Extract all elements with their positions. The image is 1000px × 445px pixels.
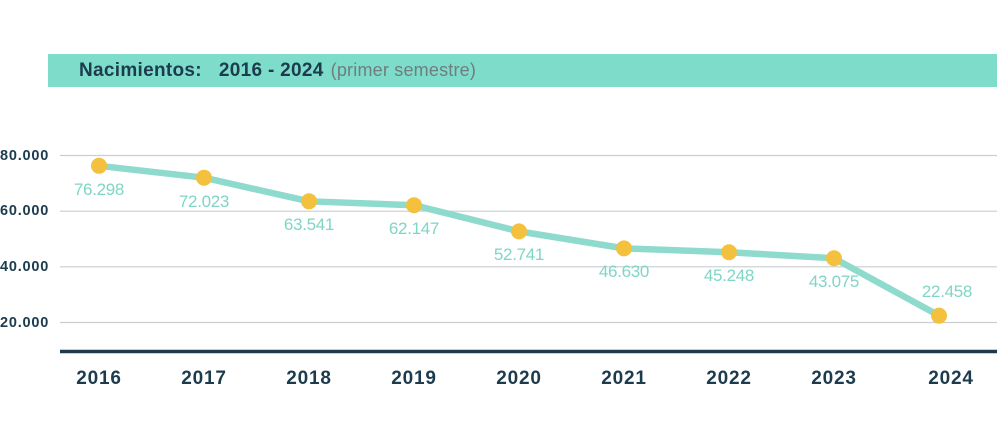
x-tick-2020: 2020 (496, 368, 542, 389)
point-label-2024: 22.458 (921, 281, 973, 301)
data-point-2023 (826, 250, 842, 267)
y-tick-40.000: 40.000 (0, 258, 50, 275)
data-point-2018 (301, 193, 317, 210)
x-tick-2018: 2018 (286, 368, 332, 389)
data-point-2020 (511, 223, 527, 240)
x-tick-2017: 2017 (181, 368, 227, 389)
data-point-2022 (721, 244, 737, 261)
x-tick-2023: 2023 (811, 368, 857, 389)
y-tick-20.000: 20.000 (0, 314, 50, 331)
data-point-2019 (406, 197, 422, 214)
x-tick-2022: 2022 (706, 368, 752, 389)
point-label-2019: 62.147 (388, 219, 440, 239)
data-point-2017 (196, 169, 212, 186)
point-label-2020: 52.741 (493, 245, 545, 265)
x-tick-2016: 2016 (76, 368, 122, 389)
chart-title-range: 2016 - 2024 (218, 59, 324, 81)
point-label-2023: 43.075 (808, 272, 860, 292)
chart-title-note: (primer semestre) (330, 60, 477, 80)
y-tick-60.000: 60.000 (0, 203, 50, 220)
data-line-nacimientos (95, 162, 943, 319)
x-tick-2019: 2019 (391, 368, 437, 389)
point-label-2021: 46.630 (598, 262, 650, 282)
point-label-2017: 72.023 (178, 191, 230, 211)
data-point-2021 (616, 240, 632, 257)
y-tick-80.000: 80.000 (0, 147, 50, 164)
data-point-2024 (931, 307, 947, 324)
chart-title-bar: Nacimientos: 2016 - 2024 (primer semestr… (48, 54, 997, 87)
x-tick-2024: 2024 (928, 368, 974, 389)
point-label-2022: 45.248 (703, 266, 755, 286)
data-point-2016 (91, 157, 107, 174)
point-label-2016: 76.298 (73, 179, 125, 199)
x-tick-2021: 2021 (601, 368, 647, 389)
chart-title-label: Nacimientos: (79, 59, 202, 81)
point-label-2018: 63.541 (283, 215, 335, 235)
